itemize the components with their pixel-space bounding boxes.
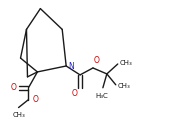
Text: CH₃: CH₃ [118, 83, 131, 89]
Text: H₃C: H₃C [96, 93, 108, 99]
Text: N: N [68, 63, 74, 72]
Text: O: O [71, 89, 77, 98]
Text: CH₃: CH₃ [12, 112, 25, 118]
Text: O: O [11, 83, 17, 92]
Text: O: O [94, 56, 100, 65]
Text: CH₃: CH₃ [120, 60, 132, 66]
Text: O: O [32, 95, 38, 104]
